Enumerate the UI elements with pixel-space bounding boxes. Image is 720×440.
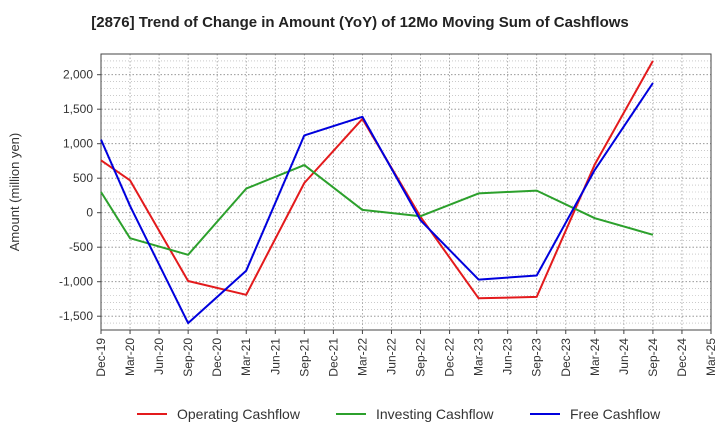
y-tick-label: -500 <box>69 240 93 254</box>
series-line-operating-cashflow <box>100 60 654 300</box>
y-tick-label: 2,000 <box>63 68 93 82</box>
series-line-free-cashflow <box>100 82 654 325</box>
x-tick-label: Dec-21 <box>326 338 340 377</box>
legend-label: Operating Cashflow <box>177 406 301 422</box>
x-tick-label: Dec-20 <box>210 338 224 377</box>
x-tick-label: Dec-22 <box>443 338 457 377</box>
x-tick-label: Sep-22 <box>414 338 428 377</box>
legend-label: Free Cashflow <box>570 406 661 422</box>
y-tick-label: 0 <box>86 206 93 220</box>
x-tick-label: Jun-24 <box>617 338 631 375</box>
x-tick-label: Mar-23 <box>472 338 486 376</box>
x-tick-label: Mar-22 <box>355 338 369 376</box>
chart-title: [2876] Trend of Change in Amount (YoY) o… <box>91 14 629 31</box>
legend-item-investing-cashflow: Investing Cashflow <box>336 406 494 422</box>
y-tick-label: -1,500 <box>59 309 93 323</box>
y-tick-label: 1,000 <box>63 137 93 151</box>
legend-item-operating-cashflow: Operating Cashflow <box>137 406 301 422</box>
x-tick-label: Sep-21 <box>297 338 311 377</box>
x-tick-label: Jun-21 <box>268 338 282 375</box>
x-tick-label: Dec-23 <box>559 338 573 377</box>
x-tick-label: Sep-23 <box>530 338 544 377</box>
y-tick-label: 1,500 <box>63 102 93 116</box>
x-tick-label: Sep-20 <box>181 338 195 377</box>
y-axis-title: Amount (million yen) <box>7 133 22 252</box>
y-tick-label: -1,000 <box>59 275 93 289</box>
x-tick-label: Mar-25 <box>704 338 718 376</box>
x-tick-label: Jun-22 <box>384 338 398 375</box>
y-tick-label: 500 <box>73 171 93 185</box>
x-tick-label: Mar-24 <box>588 338 602 376</box>
x-tick-label: Sep-24 <box>646 338 660 377</box>
x-tick-label: Mar-21 <box>239 338 253 376</box>
x-tick-label: Dec-19 <box>94 338 108 377</box>
x-tick-label: Jun-23 <box>501 338 515 375</box>
legend-label: Investing Cashflow <box>376 406 494 422</box>
x-tick-label: Dec-24 <box>675 338 689 377</box>
x-tick-label: Mar-20 <box>123 338 137 376</box>
legend-item-free-cashflow: Free Cashflow <box>530 406 661 422</box>
x-tick-label: Jun-20 <box>152 338 166 375</box>
series-line-investing-cashflow <box>100 164 654 256</box>
